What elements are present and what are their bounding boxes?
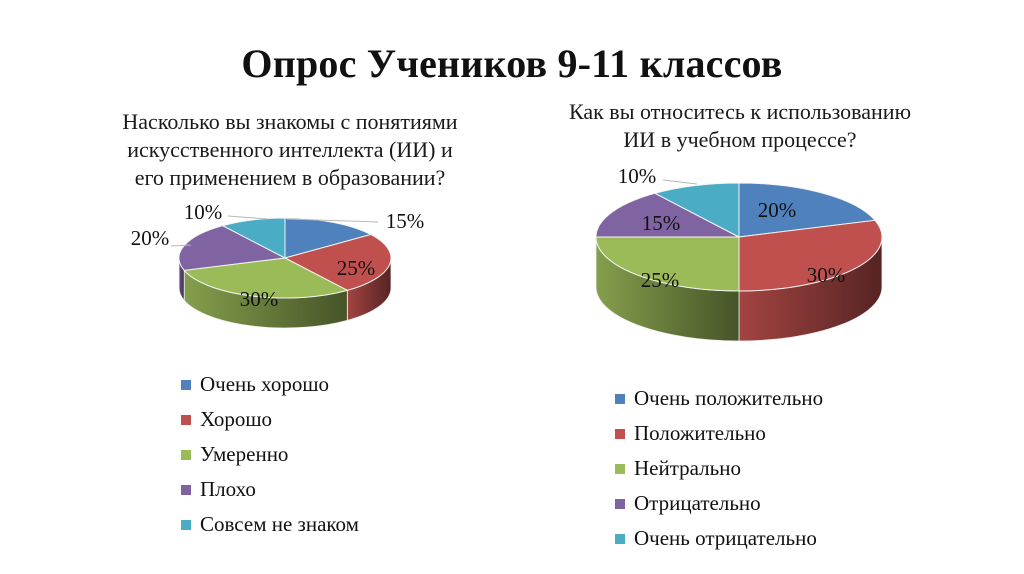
slice-percent-label: 20%: [758, 198, 797, 222]
leader-line: [227, 215, 269, 220]
legend-label: Плохо: [200, 477, 256, 501]
legend-swatch-icon: [615, 428, 625, 439]
legend-item: Совсем не знаком: [181, 507, 359, 542]
slice-percent-label: 10%: [184, 200, 223, 224]
question-line: искусственного интеллекта (ИИ) и: [127, 137, 453, 162]
slice-percent-label: 20%: [131, 226, 170, 250]
legend-swatch-icon: [615, 463, 625, 474]
legend-item: Положительно: [615, 416, 823, 451]
legend-swatch-icon: [181, 414, 191, 425]
legend-label: Очень хорошо: [200, 372, 329, 396]
legend-swatch-icon: [181, 449, 191, 460]
legend-label: Хорошо: [200, 407, 273, 431]
right-chart-legend: Очень положительно Положительно Нейтраль…: [615, 381, 823, 556]
pie-slice: [183, 257, 349, 299]
legend-swatch-icon: [615, 533, 625, 544]
question-line: ИИ в учебном процессе?: [623, 127, 857, 152]
pie-slice: [221, 217, 286, 259]
leader-line: [170, 244, 192, 247]
legend-item: Умеренно: [181, 437, 359, 472]
pie-slice: [283, 233, 392, 291]
question-line: его применением в образовании?: [134, 165, 446, 190]
legend-label: Нейтрально: [634, 456, 741, 480]
legend-label: Положительно: [634, 421, 766, 445]
slice-percent-label: 10%: [618, 164, 657, 188]
left-chart-question: Насколько вы знакомы с понятиями искусст…: [70, 108, 510, 192]
legend-swatch-icon: [615, 498, 625, 509]
page-title: Опрос Учеников 9-11 классов: [241, 41, 783, 86]
legend-item: Очень положительно: [615, 381, 823, 416]
slice-percent-label: 30%: [807, 263, 846, 287]
legend-label: Отрицательно: [634, 491, 761, 515]
slice-percent-label: 25%: [337, 256, 376, 280]
legend-item: Очень хорошо: [181, 367, 359, 402]
legend-swatch-icon: [181, 379, 191, 390]
legend-label: Очень положительно: [634, 386, 824, 410]
left-chart-legend: Очень хорошо Хорошо Умеренно Плохо Совсе…: [181, 367, 359, 542]
legend-swatch-icon: [181, 519, 191, 530]
slice-percent-label: 15%: [386, 209, 425, 233]
legend-swatch-icon: [615, 393, 625, 404]
pie-slice: [595, 236, 740, 292]
right-chart-question: Как вы относитесь к использованию ИИ в у…: [520, 98, 960, 154]
leader-line: [662, 179, 698, 185]
legend-label: Очень отрицательно: [634, 526, 817, 550]
pie-slice: [595, 192, 740, 238]
legend-label: Умеренно: [200, 442, 289, 466]
legend-item: Нейтрально: [615, 451, 823, 486]
legend-item: Хорошо: [181, 402, 359, 437]
slice-percent-label: 30%: [240, 287, 279, 311]
pie-slice: [738, 182, 876, 238]
pie-slice: [738, 219, 883, 292]
legend-item: Очень отрицательно: [615, 521, 823, 556]
question-line: Как вы относитесь к использованию: [568, 99, 912, 124]
legend-swatch-icon: [181, 484, 191, 495]
slice-percent-label: 15%: [642, 211, 681, 235]
leader-line: [286, 218, 379, 223]
legend-label: Совсем не знаком: [200, 512, 359, 536]
pie-slice: [284, 217, 373, 259]
legend-item: Плохо: [181, 472, 359, 507]
pie-slice: [653, 182, 740, 238]
question-line: Насколько вы знакомы с понятиями: [122, 109, 458, 134]
legend-item: Отрицательно: [615, 486, 823, 521]
slice-percent-label: 25%: [641, 268, 680, 292]
